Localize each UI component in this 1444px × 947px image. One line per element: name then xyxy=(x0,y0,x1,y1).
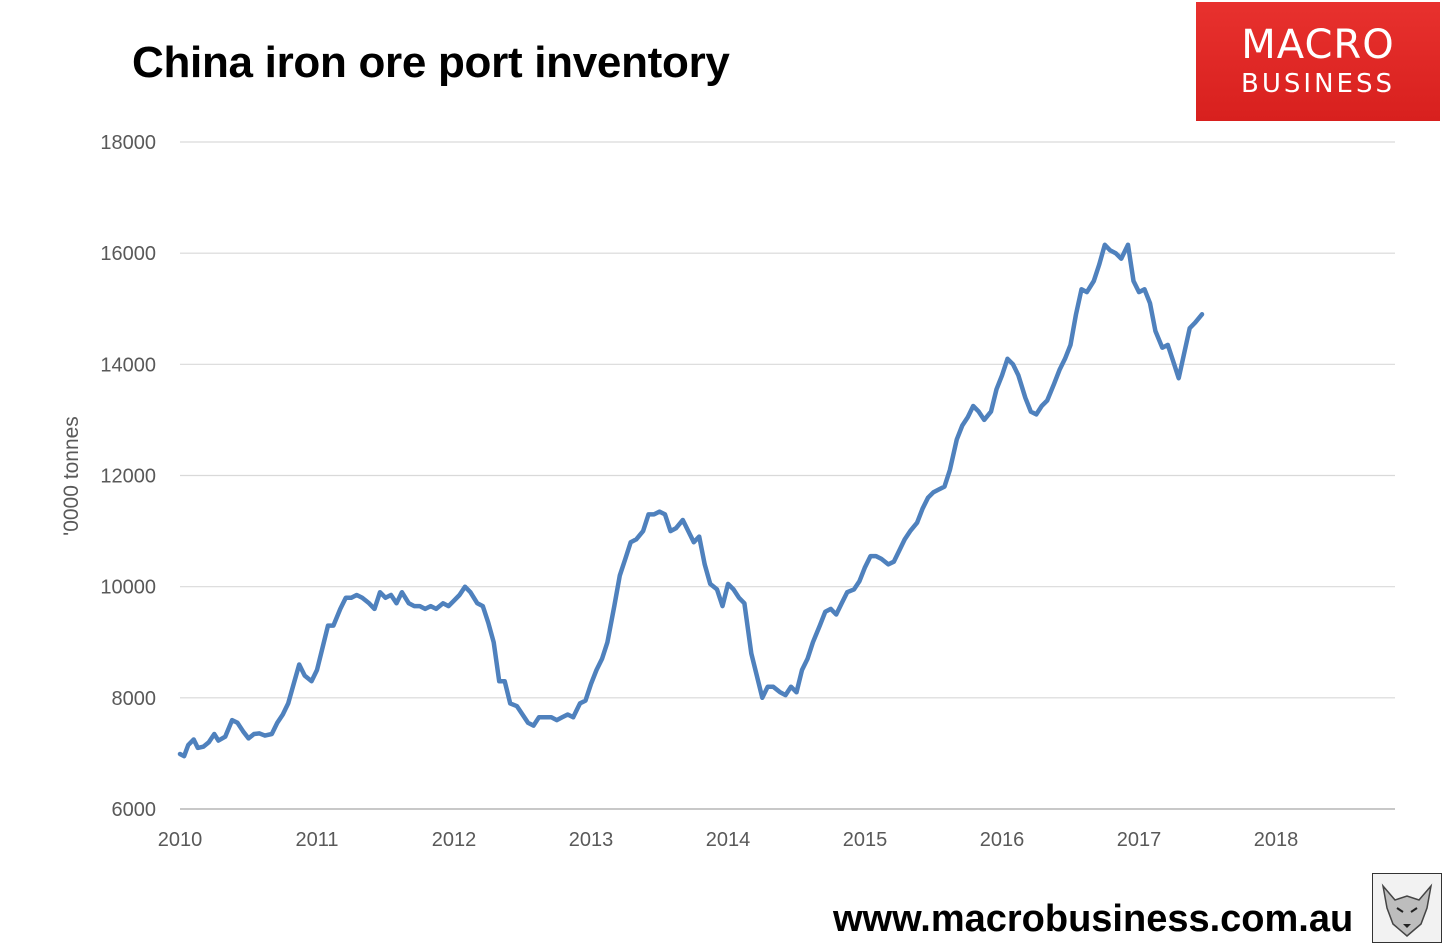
macrobusiness-logo: MACRO BUSINESS xyxy=(1196,2,1440,121)
x-tick-label: 2013 xyxy=(569,829,614,851)
y-tick-label: 8000 xyxy=(112,688,157,710)
x-tick-label: 2012 xyxy=(432,829,477,851)
y-tick-label: 16000 xyxy=(100,243,156,265)
wolf-logo-icon xyxy=(1372,873,1442,943)
x-tick-label: 2016 xyxy=(980,829,1025,851)
logo-line-business: BUSINESS xyxy=(1241,69,1395,99)
series-line xyxy=(177,242,1205,759)
x-tick-label: 2011 xyxy=(295,829,338,851)
y-tick-label: 6000 xyxy=(112,799,157,821)
y-tick-label: 14000 xyxy=(100,354,156,376)
x-tick-label: 2018 xyxy=(1254,829,1299,851)
x-tick-label: 2017 xyxy=(1117,829,1162,851)
x-tick-label: 2015 xyxy=(843,829,888,851)
footer-url[interactable]: www.macrobusiness.com.au xyxy=(833,898,1354,940)
y-tick-label: 12000 xyxy=(100,466,156,488)
y-tick-labels: 6000 8000 10000 12000 14000 16000 18000 xyxy=(100,132,156,821)
x-tick-label: 2014 xyxy=(706,829,751,851)
gridlines xyxy=(180,141,1395,810)
logo-line-macro: MACRO xyxy=(1241,22,1395,68)
chart-title: China iron ore port inventory xyxy=(132,38,730,87)
x-tick-label: 2010 xyxy=(158,829,203,851)
y-tick-label: 18000 xyxy=(100,132,156,154)
y-tick-label: 10000 xyxy=(100,577,156,599)
x-tick-labels: 2010 2011 2012 2013 2014 2015 2016 2017 2018 xyxy=(158,829,1299,851)
y-axis-label: '0000 tonnes xyxy=(60,416,83,536)
